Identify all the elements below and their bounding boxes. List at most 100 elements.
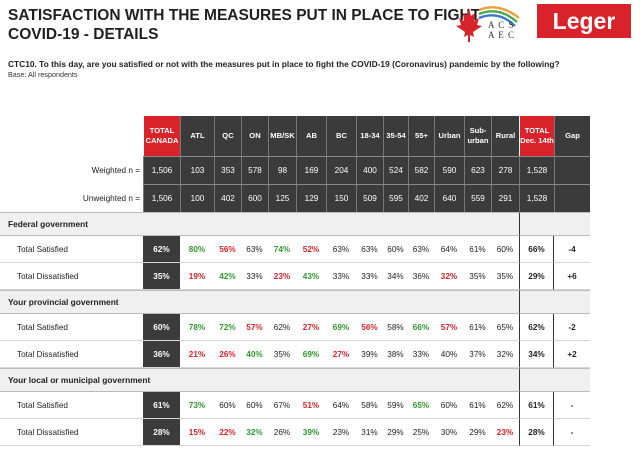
weighted-n-value: 278	[491, 156, 519, 184]
data-cell: 73%	[180, 392, 214, 419]
gap-value: -2	[554, 314, 590, 341]
data-cell: 26%	[214, 341, 241, 368]
section-title: Federal government	[0, 212, 519, 236]
table-row: Total Satisfied 62% 80% 56% 63% 74% 52% 63% 63% 6…	[0, 236, 590, 263]
data-cell: 72%	[214, 314, 241, 341]
weighted-n-value: 400	[356, 156, 383, 184]
data-cell: 61%	[464, 314, 491, 341]
title-line-2: COVID-19 - DETAILS	[8, 26, 159, 43]
data-cell: 60%	[434, 392, 464, 419]
data-cell: 38%	[383, 341, 408, 368]
data-cell: 35%	[491, 263, 519, 290]
data-cell: 25%	[408, 419, 434, 446]
header-blank	[0, 116, 143, 156]
table-row: Total Dissatisfied 28% 15% 22% 32% 26% 39% 23% 3…	[0, 419, 590, 446]
data-cell: 34%	[383, 263, 408, 290]
data-cell: 30%	[434, 419, 464, 446]
data-cell: 33%	[241, 263, 268, 290]
data-cell: 63%	[241, 236, 268, 263]
data-cell: 35%	[464, 263, 491, 290]
column-header: ON	[241, 116, 268, 156]
table-row: Total Satisfied 60% 78% 72% 57% 62% 27% 69% 56% 5…	[0, 314, 590, 341]
column-header: 35-54	[383, 116, 408, 156]
row-label: Total Dissatisfied	[0, 341, 143, 368]
data-cell: 62%	[268, 314, 296, 341]
data-cell: 57%	[434, 314, 464, 341]
unweighted-n-value: 150	[326, 184, 356, 212]
data-cell: 35%	[143, 263, 180, 290]
data-cell: 23%	[491, 419, 519, 446]
data-cell: 63%	[326, 236, 356, 263]
gap-value: +2	[554, 341, 590, 368]
data-cell: 35%	[268, 341, 296, 368]
section-dec-blank	[519, 212, 554, 236]
data-cell: 60%	[143, 314, 180, 341]
column-header: Urban	[434, 116, 464, 156]
unweighted-n-value: 402	[408, 184, 434, 212]
column-header: 18-34	[356, 116, 383, 156]
section-gap-blank	[554, 212, 590, 236]
dec-14-value: 66%	[519, 236, 554, 263]
section-title: Your local or municipal government	[0, 368, 519, 392]
section-title: Your provincial government	[0, 290, 519, 314]
data-cell: 57%	[241, 314, 268, 341]
data-cell: 51%	[296, 392, 326, 419]
row-label: Total Satisfied	[0, 392, 143, 419]
dec-14-value: 34%	[519, 341, 554, 368]
data-cell: 33%	[356, 263, 383, 290]
column-header: Sub-urban	[464, 116, 491, 156]
unweighted-n-value: 595	[383, 184, 408, 212]
weighted-n-value: 353	[214, 156, 241, 184]
data-cell: 69%	[326, 314, 356, 341]
data-cell: 37%	[464, 341, 491, 368]
gap-blank	[554, 184, 590, 212]
data-cell: 29%	[383, 419, 408, 446]
table-row: Total Dissatisfied 35% 19% 42% 33% 23% 43% 33% 3…	[0, 263, 590, 290]
data-cell: 40%	[434, 341, 464, 368]
column-header: QC	[214, 116, 241, 156]
gap-value: +6	[554, 263, 590, 290]
column-header: 55+	[408, 116, 434, 156]
data-cell: 67%	[268, 392, 296, 419]
column-header: TOTAL Dec. 14th	[519, 116, 554, 156]
maple-leaf-logo-icon	[456, 6, 520, 42]
data-cell: 59%	[383, 392, 408, 419]
data-cell: 29%	[464, 419, 491, 446]
data-cell: 32%	[241, 419, 268, 446]
data-cell: 39%	[356, 341, 383, 368]
data-cell: 65%	[491, 314, 519, 341]
data-cell: 52%	[296, 236, 326, 263]
data-cell: 78%	[180, 314, 214, 341]
data-cell: 27%	[326, 341, 356, 368]
results-table: TOTAL CANADA ATL QC ON MB/SK AB BC 18-34 35-54 55…	[0, 116, 590, 446]
acs-logo-text: A C S A E C	[488, 20, 516, 40]
unweighted-n-value: 640	[434, 184, 464, 212]
weighted-n-value: 169	[296, 156, 326, 184]
data-cell: 62%	[143, 236, 180, 263]
dec-14-value: 28%	[519, 419, 554, 446]
data-cell: 74%	[268, 236, 296, 263]
data-cell: 39%	[296, 419, 326, 446]
unweighted-n-label: Unweighted n =	[82, 193, 140, 203]
column-header: BC	[326, 116, 356, 156]
section-gap-blank	[554, 290, 590, 314]
weighted-n-value: 590	[434, 156, 464, 184]
data-cell: 23%	[326, 419, 356, 446]
table-row: Total Dissatisfied 36% 21% 26% 40% 35% 69% 27% 3…	[0, 341, 590, 368]
data-cell: 60%	[383, 236, 408, 263]
dec-14-value: 61%	[519, 392, 554, 419]
unweighted-n-value: 125	[268, 184, 296, 212]
data-cell: 36%	[408, 263, 434, 290]
data-cell: 60%	[241, 392, 268, 419]
column-header: ATL	[180, 116, 214, 156]
gap-value: -4	[554, 236, 590, 263]
question-text: CTC10. To this day, are you satisfied or…	[8, 59, 560, 69]
unweighted-n-value: 291	[491, 184, 519, 212]
data-cell: 28%	[143, 419, 180, 446]
column-header: AB	[296, 116, 326, 156]
data-cell: 32%	[491, 341, 519, 368]
data-cell: 42%	[214, 263, 241, 290]
unweighted-n-value: 1,506	[143, 184, 180, 212]
weighted-n-value: 524	[383, 156, 408, 184]
data-cell: 31%	[356, 419, 383, 446]
